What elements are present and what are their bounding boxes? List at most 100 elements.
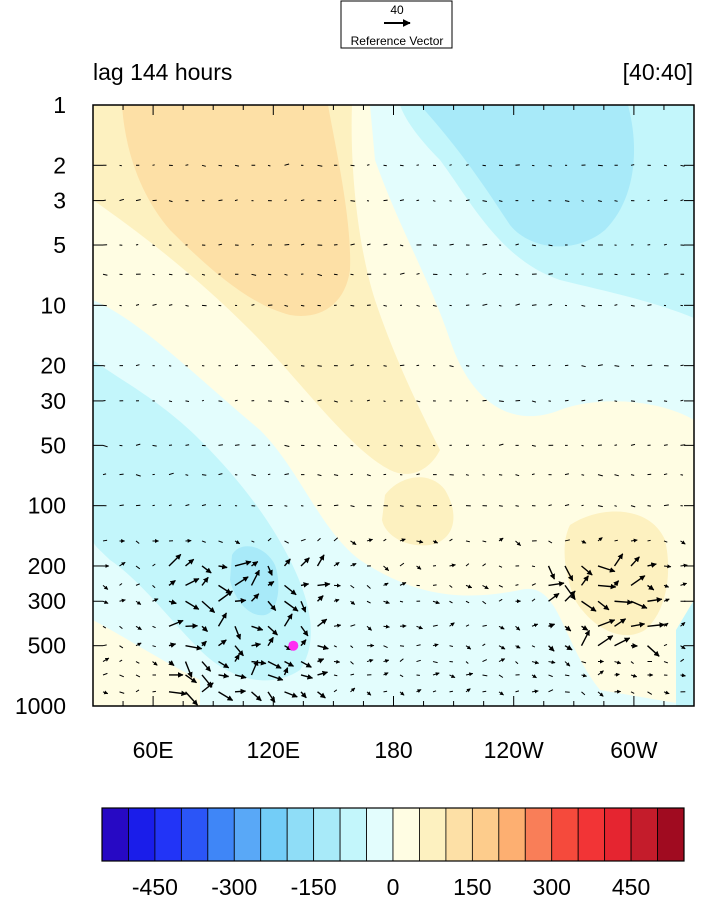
wind-vector: [680, 399, 684, 402]
colorbar-swatch: [233, 807, 262, 862]
wind-vector: [366, 585, 371, 589]
wind-vector: [416, 565, 422, 570]
wind-vector: [185, 558, 195, 567]
wind-vector: [597, 399, 603, 402]
wind-vector: [300, 304, 305, 307]
wind-vector: [663, 643, 668, 647]
colorbar-swatch: [577, 807, 606, 862]
wind-vector: [135, 661, 140, 664]
wind-vector: [548, 689, 554, 693]
wind-vector: [482, 243, 488, 246]
wind-vector: [234, 540, 241, 545]
wind-vector: [234, 164, 239, 167]
wind-vector: [201, 576, 209, 586]
wind-vector: [531, 244, 536, 247]
wind-vector: [300, 674, 314, 680]
wind-vector: [333, 561, 340, 567]
wind-vector: [630, 538, 638, 543]
wind-vector: [300, 243, 305, 246]
wind-vector: [135, 364, 140, 367]
wind-vector: [548, 303, 553, 306]
wind-vector: [515, 273, 519, 276]
wind-vector: [432, 690, 437, 693]
wind-vector: [531, 660, 540, 665]
wind-vector: [234, 399, 238, 402]
x-tick-label: 120W: [484, 737, 544, 763]
wind-vector: [482, 540, 487, 543]
wind-vector: [102, 273, 108, 276]
wind-vector: [498, 443, 504, 446]
wind-vector: [515, 303, 520, 306]
wind-vector: [284, 444, 290, 447]
wind-vector: [283, 613, 293, 627]
wind-vector: [234, 597, 247, 604]
wind-vector: [498, 658, 506, 663]
wind-vector: [531, 598, 536, 602]
colorbar-swatch: [471, 807, 500, 862]
wind-vector: [317, 399, 322, 402]
wind-vector: [399, 600, 404, 603]
wind-vector: [185, 504, 190, 507]
wind-vector: [168, 200, 173, 203]
wind-vector: [284, 273, 288, 276]
wind-vector: [366, 625, 372, 631]
wind-vector: [333, 537, 339, 542]
wind-vector: [185, 400, 190, 402]
wind-vector: [152, 625, 156, 629]
wind-vector: [267, 473, 271, 476]
wind-vector: [102, 473, 107, 476]
wind-vector: [284, 600, 299, 612]
wind-vector: [366, 538, 373, 543]
wind-vector: [317, 670, 329, 677]
colorbar-swatch: [445, 807, 473, 862]
wind-vector: [383, 672, 389, 677]
wind-vector: [597, 505, 603, 508]
wind-vector: [647, 645, 660, 657]
wind-vector: [581, 625, 589, 631]
wind-vector: [465, 672, 474, 677]
wind-vector: [234, 576, 249, 586]
wind-vector: [251, 304, 255, 306]
wind-vector: [300, 625, 309, 637]
wind-vector: [465, 600, 470, 604]
wind-vector: [119, 691, 125, 694]
y-tick-label: 1000: [15, 693, 66, 719]
colorbar-swatch: [498, 807, 526, 862]
wind-vector: [663, 444, 668, 446]
wind-vector: [680, 199, 684, 202]
wind-vector: [366, 164, 370, 166]
wind-vector: [597, 619, 616, 627]
wind-vector: [482, 690, 487, 693]
wind-vector: [201, 273, 206, 276]
wind-vector: [383, 304, 388, 307]
wind-vector: [119, 659, 123, 662]
wind-vector: [515, 474, 520, 477]
contour-fill-pos1: [93, 620, 200, 706]
wind-vector: [317, 691, 326, 699]
wind-vector: [614, 618, 627, 627]
wind-vector: [531, 304, 537, 306]
wind-vector: [200, 640, 207, 647]
wind-vector: [366, 399, 370, 402]
y-tick-label: 10: [40, 292, 66, 318]
wind-vector: [630, 575, 646, 586]
wind-vector: [152, 661, 158, 666]
colorbar-swatch: [657, 807, 685, 862]
wind-vector: [383, 645, 388, 649]
wind-vector: [234, 560, 252, 567]
wind-vector: [267, 164, 271, 167]
wind-vector: [152, 563, 156, 567]
wind-vector: [498, 537, 504, 542]
wind-vector: [416, 625, 423, 630]
wind-vector: [168, 579, 176, 586]
wind-vector: [531, 583, 536, 586]
wind-vector: [449, 600, 453, 604]
wind-vector: [184, 691, 199, 706]
wind-vector: [614, 660, 622, 665]
wind-vector: [630, 304, 635, 307]
wind-vector: [168, 472, 174, 476]
wind-vector: [531, 473, 535, 476]
wind-vector: [663, 243, 667, 246]
wind-vector: [102, 644, 107, 647]
wind-vector: [366, 243, 371, 246]
